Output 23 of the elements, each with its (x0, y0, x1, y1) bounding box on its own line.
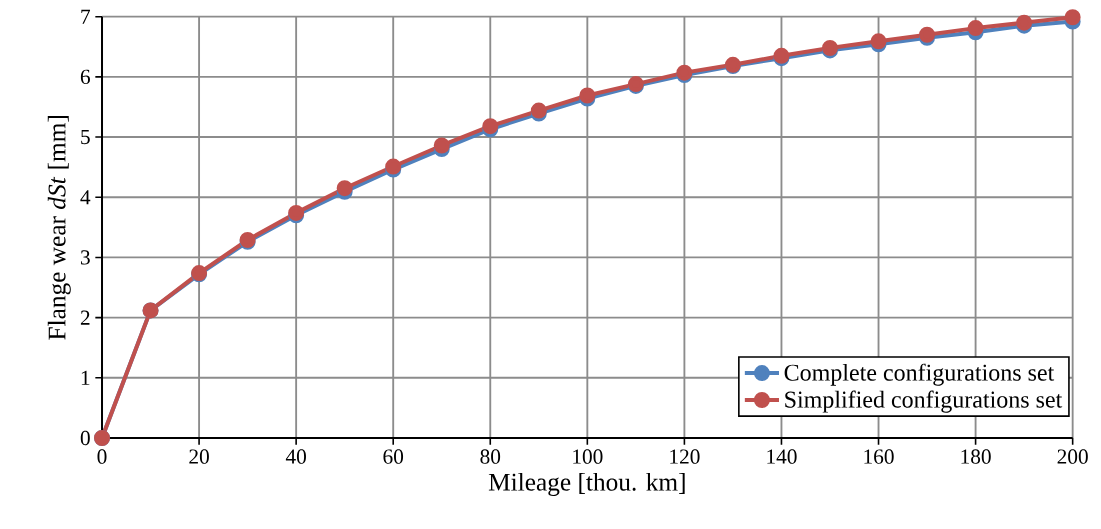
x-tick-label: 20 (189, 449, 209, 464)
x-tick-label: 100 (573, 449, 603, 464)
x-tick-label: 160 (864, 449, 894, 464)
legend-label: Simplified configurations set (785, 390, 1063, 413)
y-tick-label: 5 (81, 129, 90, 145)
y-tick-label: 1 (81, 370, 90, 385)
x-tick-label: 200 (1057, 449, 1088, 464)
y-tick-label: 6 (80, 69, 90, 85)
x-tick-label: 80 (480, 449, 501, 464)
x-axis-title: Mileage [thou. km] (488, 472, 685, 496)
y-tick-label: 4 (80, 190, 91, 205)
x-tick-label: 140 (767, 449, 797, 464)
y-tick-label: 0 (80, 430, 90, 446)
x-tick-label: 40 (285, 449, 306, 464)
legend-label: Complete configurations set (784, 363, 1055, 386)
x-tick-label: 0 (97, 449, 107, 464)
x-tick-label: 180 (961, 449, 991, 464)
y-tick-label: 7 (81, 9, 91, 24)
x-tick-label: 120 (670, 449, 700, 464)
x-tick-label: 60 (383, 449, 404, 464)
y-tick-label: 2 (80, 310, 90, 325)
y-tick-label: 3 (80, 250, 90, 265)
y-axis-title: Flange wear dSt [mm] (47, 116, 71, 340)
